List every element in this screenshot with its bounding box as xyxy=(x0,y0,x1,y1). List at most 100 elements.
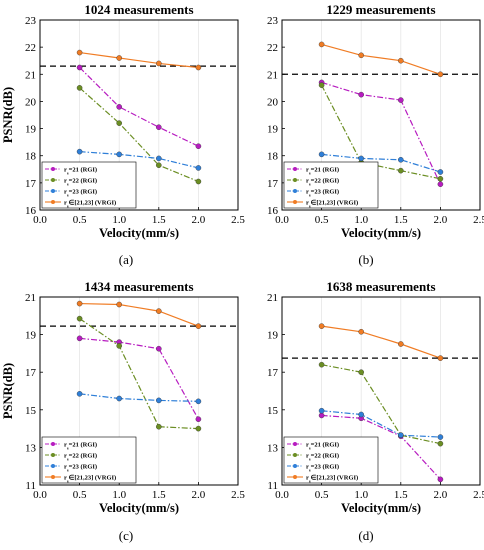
data-point xyxy=(397,341,404,347)
panel-d: 1638 measurements 0.0 0.5 1.0 1.5 2.0 2.5 11 13 1… xyxy=(267,279,484,543)
panel-a: 1024 measurements 0.0 0.5 1.0 1.5 2.0 2.5 16 17 1… xyxy=(1,2,245,267)
data-point xyxy=(318,407,325,414)
y-axis-label: PSNR(dB) xyxy=(1,363,15,419)
data-point xyxy=(397,97,404,103)
data-point xyxy=(116,301,122,308)
y-tick-label: 23 xyxy=(25,15,37,27)
y-tick-label: 16 xyxy=(267,205,279,217)
legend-label: rs=21 (RGI) xyxy=(64,166,97,175)
y-tick-label: 22 xyxy=(267,42,278,54)
data-point xyxy=(155,124,162,131)
legend-box xyxy=(283,436,379,484)
legend-swatch-marker xyxy=(293,178,297,182)
data-point xyxy=(358,328,365,335)
series-line xyxy=(79,51,199,69)
data-point xyxy=(397,57,404,64)
x-tick-label: 0.0 xyxy=(275,489,289,501)
legend-swatch-marker xyxy=(293,167,297,171)
y-tick-label: 22 xyxy=(25,42,36,54)
x-tick-label: 0.0 xyxy=(33,489,47,501)
data-point xyxy=(155,423,162,430)
data-point xyxy=(155,60,162,67)
data-point xyxy=(195,416,202,423)
y-tick-label: 23 xyxy=(267,15,279,27)
x-tick-label: 0.5 xyxy=(73,214,87,226)
data-point xyxy=(76,85,83,91)
legend-swatch-marker xyxy=(51,167,55,171)
legend: rs=21 (RGI) rs=22 (RGI) rs=23 (RGI)rs∈[21,… xyxy=(283,436,379,484)
data-point xyxy=(155,162,162,169)
series-line xyxy=(79,302,199,327)
data-point xyxy=(155,155,162,162)
x-axis-label: Velocity(mm/s) xyxy=(99,501,179,515)
y-tick-label: 13 xyxy=(267,442,279,454)
data-point xyxy=(116,151,122,158)
legend-label: rs=22 (RGI) xyxy=(64,177,97,186)
data-point xyxy=(76,148,83,155)
y-tick-label: 11 xyxy=(25,480,36,492)
x-tick-label: 1.5 xyxy=(394,489,408,501)
data-point xyxy=(76,64,83,71)
data-point xyxy=(195,64,202,71)
x-tick-label: 1.5 xyxy=(152,214,166,226)
x-tick-label: 2.0 xyxy=(434,214,448,226)
y-tick-label: 19 xyxy=(267,124,279,136)
y-tick-label: 18 xyxy=(267,151,279,163)
y-tick-label: 19 xyxy=(25,124,37,136)
legend-label: rs∈[21,23] (VRGI) xyxy=(306,473,358,483)
data-point xyxy=(358,411,365,418)
legend-swatch-marker xyxy=(51,178,55,182)
data-point xyxy=(358,155,365,162)
x-tick-label: 2.5 xyxy=(473,489,484,501)
data-point xyxy=(437,355,444,361)
plot-frame xyxy=(39,296,239,486)
series-line xyxy=(321,325,441,359)
series-line xyxy=(79,151,199,169)
legend: rs=21 (RGI) rs=22 (RGI) rs=23 (RGI)rs∈[21,… xyxy=(41,436,137,484)
x-tick-label: 0.0 xyxy=(33,214,47,226)
y-tick-label: 11 xyxy=(267,480,278,492)
data-point xyxy=(318,361,325,368)
legend-swatch-marker xyxy=(51,189,55,193)
legend-label: rs=23 (RGI) xyxy=(306,463,339,472)
series-line xyxy=(321,414,441,480)
series-line xyxy=(321,43,441,75)
y-tick-label: 21 xyxy=(25,292,36,304)
y-tick-label: 21 xyxy=(267,69,278,81)
legend-swatch-marker xyxy=(293,442,297,446)
panel-b: 1229 measurements 0.0 0.5 1.0 1.5 2.0 2.5 16 17 1… xyxy=(267,2,484,267)
data-point xyxy=(155,308,162,314)
data-point xyxy=(76,391,83,397)
data-point xyxy=(155,397,162,404)
data-point xyxy=(195,178,202,185)
y-tick-label: 19 xyxy=(267,330,279,342)
x-tick-label: 1.5 xyxy=(152,489,166,501)
x-tick-label: 2.5 xyxy=(473,214,484,226)
data-point xyxy=(116,343,122,349)
y-tick-label: 20 xyxy=(25,96,37,108)
y-axis-label: PSNR(dB) xyxy=(1,87,15,143)
data-point xyxy=(437,434,444,440)
legend-label: rs=21 (RGI) xyxy=(306,441,339,450)
series-line xyxy=(321,153,441,173)
y-tick-label: 15 xyxy=(25,405,37,417)
y-tick-label: 21 xyxy=(25,69,36,81)
data-point xyxy=(116,395,122,402)
legend-label: rs=22 (RGI) xyxy=(64,452,97,461)
series-line xyxy=(79,393,199,402)
y-tick-label: 16 xyxy=(25,205,37,217)
legend-swatch-marker xyxy=(293,200,297,204)
legend-swatch-marker xyxy=(293,464,297,468)
data-point xyxy=(318,412,325,419)
panel-caption: (a) xyxy=(119,252,133,267)
series-line xyxy=(321,410,441,438)
legend-box xyxy=(41,436,137,484)
data-point xyxy=(318,323,325,329)
data-point xyxy=(195,323,202,329)
legend-label: rs=23 (RGI) xyxy=(64,188,97,197)
x-tick-label: 0.5 xyxy=(315,214,329,226)
legend-label: rs=22 (RGI) xyxy=(306,177,339,186)
series-line xyxy=(79,87,199,183)
y-tick-label: 20 xyxy=(267,96,279,108)
